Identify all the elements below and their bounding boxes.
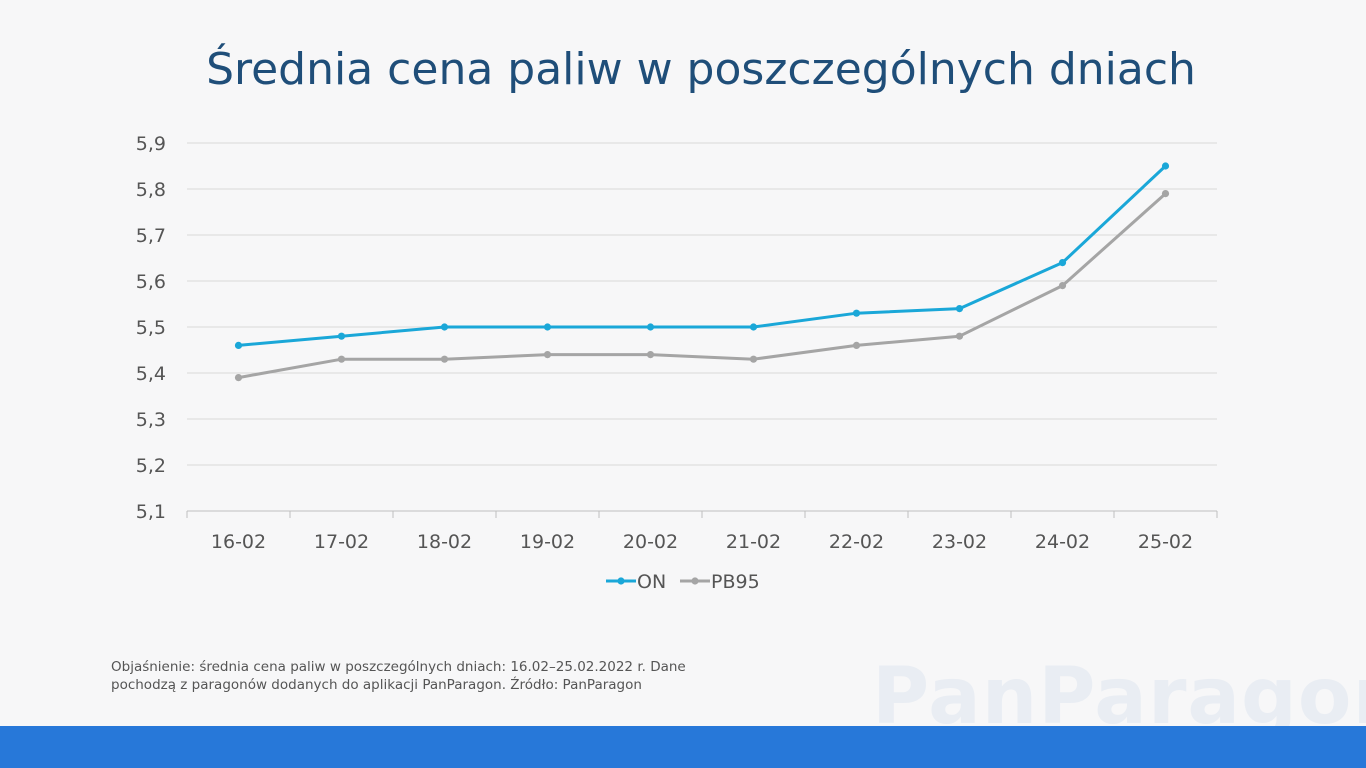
data-point-pb95 — [646, 351, 655, 359]
data-point-pb95 — [337, 355, 346, 363]
x-tick-label: 21-02 — [726, 531, 781, 553]
footnote: Objaśnienie: średnia cena paliw w poszcz… — [111, 659, 686, 693]
legend-marker-pb95 — [691, 577, 699, 585]
data-point-pb95 — [852, 341, 861, 349]
data-point-on — [1058, 259, 1067, 267]
series-line-on — [237, 164, 1167, 347]
data-point-on — [852, 309, 861, 317]
y-tick-label: 5,3 — [136, 409, 166, 431]
y-tick-label: 5,5 — [136, 317, 166, 339]
data-point-pb95 — [1058, 282, 1067, 290]
legend-label-on: ON — [637, 571, 666, 593]
data-point-pb95 — [440, 355, 449, 363]
x-tick-label: 19-02 — [520, 531, 575, 553]
series-line-pb95 — [237, 192, 1167, 380]
x-tick-label: 16-02 — [211, 531, 266, 553]
x-tick-label: 18-02 — [417, 531, 472, 553]
data-point-on — [337, 332, 346, 340]
data-point-on — [955, 305, 964, 313]
data-point-on — [646, 323, 655, 331]
y-tick-label: 5,8 — [136, 179, 166, 201]
data-point-on — [234, 341, 243, 349]
y-tick-label: 5,4 — [136, 363, 166, 385]
data-point-on — [749, 323, 758, 331]
y-tick-label: 5,6 — [136, 271, 166, 293]
y-tick-label: 5,7 — [136, 225, 166, 247]
x-tick-label: 17-02 — [314, 531, 369, 553]
data-point-pb95 — [234, 374, 243, 382]
data-point-on — [440, 323, 449, 331]
chart-title: Średnia cena paliw w poszczególnych dnia… — [206, 44, 1196, 95]
data-point-pb95 — [749, 355, 758, 363]
bottom-bar — [0, 726, 1366, 768]
data-point-pb95 — [543, 351, 552, 359]
x-tick-label: 25-02 — [1138, 531, 1193, 553]
data-point-on — [543, 323, 552, 331]
x-tick-label: 20-02 — [623, 531, 678, 553]
x-tick-label: 23-02 — [932, 531, 987, 553]
line-chart: 5,1 5,2 5,3 5,4 5,5 5,6 5,7 5,8 5,9 16-02 17-02 18-… — [136, 133, 1218, 593]
data-point-pb95 — [955, 332, 964, 340]
legend-label-pb95: PB95 — [711, 571, 760, 593]
data-point-on — [1161, 162, 1170, 170]
x-tick-label: 24-02 — [1035, 531, 1090, 553]
legend-marker-on — [617, 577, 625, 585]
data-point-pb95 — [1161, 190, 1170, 198]
y-tick-label: 5,2 — [136, 455, 166, 477]
y-tick-label: 5,1 — [136, 501, 166, 523]
x-tick-label: 22-02 — [829, 531, 884, 553]
y-tick-label: 5,9 — [136, 133, 166, 155]
